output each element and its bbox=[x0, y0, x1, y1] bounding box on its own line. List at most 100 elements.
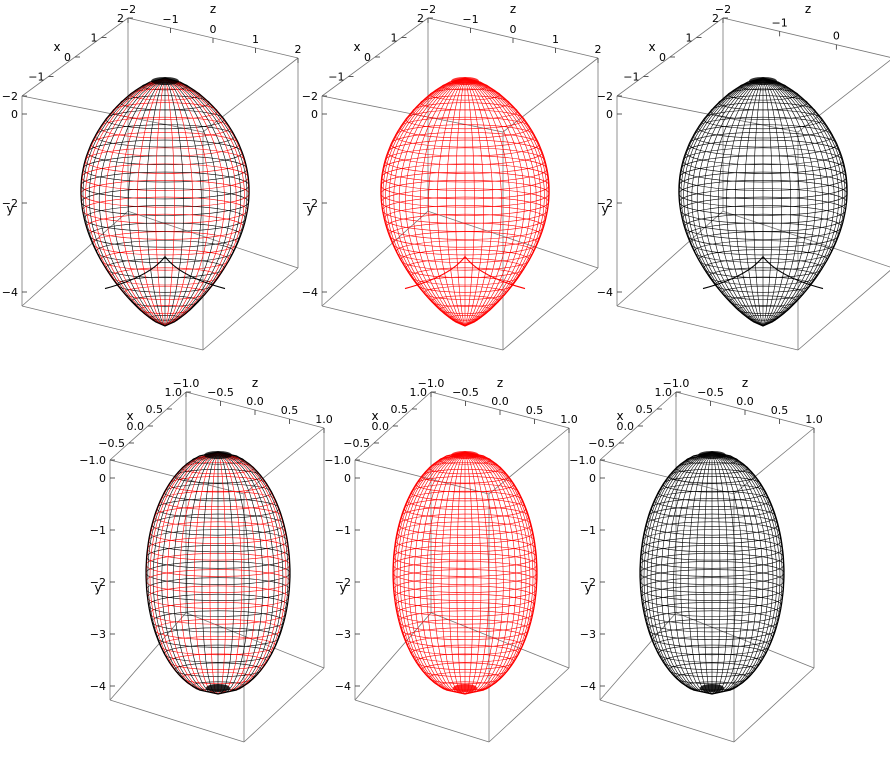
box-edge bbox=[599, 612, 677, 701]
mesh-meridian bbox=[119, 77, 166, 327]
y-axis-label: y bbox=[339, 581, 346, 595]
x-tick-label: 0 bbox=[64, 51, 71, 64]
z-tick-label: 0 bbox=[510, 23, 517, 36]
y-axis-label: y bbox=[584, 581, 591, 595]
mesh-meridian bbox=[691, 77, 764, 327]
box-edge bbox=[185, 612, 325, 669]
y-tick-label: −2 bbox=[2, 197, 18, 210]
mesh-meridian bbox=[726, 77, 764, 327]
mesh-meridian bbox=[464, 77, 542, 327]
surface-outline bbox=[145, 451, 291, 695]
box-edge bbox=[599, 459, 735, 495]
mesh-meridian bbox=[149, 451, 219, 695]
box-edge bbox=[675, 612, 815, 669]
y-axis-label: y bbox=[601, 202, 608, 216]
mesh-meridian bbox=[217, 451, 270, 695]
mesh-meridian bbox=[405, 77, 466, 327]
box-edge bbox=[321, 305, 504, 351]
mesh-meridian bbox=[217, 451, 227, 695]
z-axis-label: z bbox=[510, 2, 516, 16]
mesh-meridian bbox=[753, 77, 764, 327]
mesh-meridian bbox=[217, 451, 284, 695]
x-tick-label: 0 bbox=[364, 51, 371, 64]
x-tick-label: −1 bbox=[623, 71, 639, 84]
box-edge bbox=[488, 427, 570, 495]
bottom-pole-cap bbox=[700, 684, 724, 692]
x-tick-label: 0.0 bbox=[372, 420, 390, 433]
plot-panel-3: 210−1−2x−2−101z0−2−4y bbox=[595, 0, 890, 380]
z-tick-label: −2 bbox=[715, 3, 731, 16]
z-tick-label: −1 bbox=[462, 13, 478, 26]
mesh-meridian bbox=[448, 451, 466, 695]
mesh-meridian bbox=[711, 451, 778, 695]
x-tick-label: 1.0 bbox=[410, 386, 428, 399]
z-tick-label: 0.0 bbox=[246, 395, 264, 408]
mesh-meridian bbox=[399, 451, 466, 695]
mesh-meridian bbox=[464, 451, 482, 695]
x-tick-label: 1 bbox=[686, 32, 693, 45]
z-axis-label: z bbox=[210, 2, 216, 16]
box-edge bbox=[21, 305, 204, 351]
y-tick-label: −4 bbox=[302, 286, 318, 299]
surface-outline bbox=[392, 451, 538, 695]
y-tick-label: −4 bbox=[90, 680, 106, 693]
bottom-pole-cap bbox=[453, 684, 477, 692]
axis-ticks: 210−1−2x−2−101z0−2−4y bbox=[597, 2, 890, 299]
box-edge bbox=[202, 267, 299, 351]
z-tick-label: 2 bbox=[295, 43, 302, 56]
box-edge bbox=[21, 95, 204, 133]
z-tick-label: −0.5 bbox=[697, 386, 724, 399]
mesh-meridian bbox=[655, 451, 713, 695]
axis-ticks: 1.00.50.0−0.5−1.0x−1.0−0.50.00.51.0z0−1−… bbox=[569, 376, 822, 693]
x-tick-label: 2 bbox=[712, 12, 719, 25]
mesh-meridian bbox=[408, 451, 466, 695]
mesh-meridian bbox=[217, 451, 235, 695]
mesh-meridian bbox=[464, 77, 532, 327]
box-edge bbox=[243, 667, 325, 743]
mesh-meridian bbox=[217, 451, 264, 695]
concave-dip bbox=[104, 255, 226, 290]
x-tick-label: −0.5 bbox=[343, 437, 370, 450]
y-tick-label: −3 bbox=[580, 628, 596, 641]
mesh-meridian bbox=[172, 451, 219, 695]
x-tick-label: 0.5 bbox=[391, 403, 409, 416]
mesh-meridian bbox=[464, 451, 534, 695]
pole-cap bbox=[749, 77, 777, 85]
z-tick-label: −0.5 bbox=[452, 386, 479, 399]
mesh-meridian bbox=[464, 451, 538, 695]
mesh-meridian bbox=[762, 77, 816, 327]
x-tick-label: −1.0 bbox=[324, 454, 351, 467]
x-tick-label: 0.5 bbox=[636, 403, 654, 416]
mesh-meridian bbox=[734, 77, 764, 327]
mesh-meridian bbox=[146, 77, 166, 327]
x-tick-label: −1 bbox=[328, 71, 344, 84]
mesh-meridian bbox=[155, 77, 166, 327]
y-tick-label: −2 bbox=[580, 576, 596, 589]
pole-cap bbox=[451, 77, 479, 85]
box-edge bbox=[502, 57, 599, 133]
box-edge bbox=[616, 210, 724, 307]
mesh-meridian bbox=[217, 451, 275, 695]
mesh-meridian bbox=[711, 451, 764, 695]
mesh-meridian bbox=[412, 77, 466, 327]
mesh-meridian bbox=[711, 451, 737, 695]
mesh-meridian bbox=[744, 77, 764, 327]
mesh-meridian bbox=[217, 451, 280, 695]
mesh-meridian bbox=[164, 77, 194, 327]
mesh-meridian bbox=[762, 77, 800, 327]
mesh-meridian bbox=[164, 77, 242, 327]
box-edge bbox=[21, 210, 129, 307]
box-edge bbox=[430, 612, 570, 669]
wireframe-mesh bbox=[145, 451, 291, 695]
mesh-meridian bbox=[464, 77, 518, 327]
plot-panel-2: 2 1 0 −1 −2 x −2 −1 0 1 2 z 0 −2 −4 y bbox=[300, 0, 602, 380]
mesh-meridian bbox=[433, 451, 466, 695]
x-tick-label: −2 bbox=[597, 90, 613, 103]
mesh-meridian bbox=[98, 77, 166, 327]
mesh-meridian bbox=[464, 77, 502, 327]
y-tick-label: −2 bbox=[90, 576, 106, 589]
plot-4-svg: 1.00.50.0−0.5−1.0x−1.0−0.50.00.51.0z0−1−… bbox=[79, 376, 333, 743]
z-tick-label: 0.5 bbox=[526, 404, 544, 417]
mesh-meridian bbox=[209, 451, 219, 695]
mesh-meridian bbox=[193, 451, 219, 695]
